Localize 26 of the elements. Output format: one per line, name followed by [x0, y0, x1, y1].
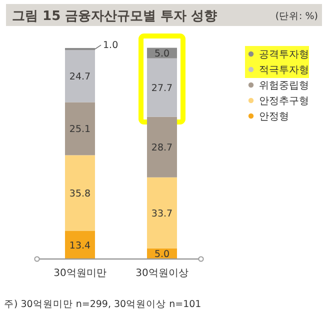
bar	[147, 177, 177, 248]
bar	[65, 50, 95, 102]
legend-label: 공격투자형	[259, 50, 309, 60]
legend-label: 안정형	[259, 112, 289, 122]
data-label: 5.0	[154, 48, 170, 60]
data-label: 35.8	[69, 188, 91, 200]
bar	[65, 102, 95, 156]
data-label: 13.4	[69, 240, 91, 252]
x-tick-label: 30억원이상	[136, 268, 188, 279]
text: 주) 30억원미만 n=299, 30억원이상 n=101	[4, 299, 202, 310]
data-label: 1.0	[103, 40, 118, 52]
text: (단위: %)	[275, 11, 318, 22]
data-label: 25.1	[69, 124, 91, 136]
bar	[65, 155, 95, 231]
bar	[65, 230, 95, 259]
data-label: 33.7	[151, 208, 173, 220]
legend-label: 위험중립형	[259, 80, 309, 92]
data-label: 24.7	[69, 72, 91, 83]
x-tick-label: 30억원미만	[54, 268, 106, 279]
legend-label: 안정추구형	[259, 96, 309, 107]
data-label: 5.0	[154, 249, 170, 260]
bar	[147, 58, 177, 117]
data-label: 28.7	[151, 142, 173, 154]
chart-title: 그림 15 금융자산규모별 투자 성향	[12, 9, 218, 24]
legend-label: 적극투자형	[259, 65, 309, 76]
data-label: 27.7	[151, 83, 173, 94]
